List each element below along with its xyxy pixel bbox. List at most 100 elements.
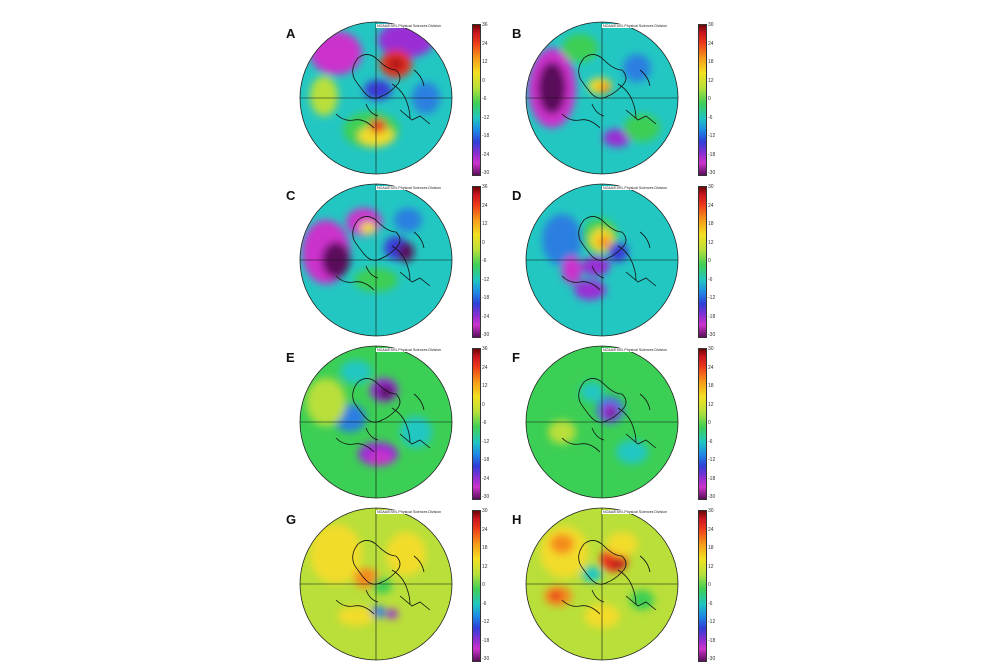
scale-tick-label: 24 (482, 364, 488, 371)
anomaly-region (368, 451, 392, 465)
anomaly-region (310, 76, 338, 116)
anomaly-region (372, 578, 392, 594)
anomaly-region (386, 609, 398, 619)
anomaly-region (606, 532, 638, 556)
scale-tick-label: 18 (708, 383, 714, 389)
scale-tick-label: 30 (708, 508, 714, 514)
credit-text: NOAA/ESRL Physical Sciences Division (376, 186, 442, 190)
anomaly-region (550, 591, 562, 601)
polar-projection-map (525, 345, 679, 499)
scale-tick-label: 30 (482, 508, 488, 514)
panel-label: E (286, 350, 295, 365)
scale-tick-label: -6 (482, 420, 487, 426)
scale-tick-label: -18 (482, 295, 490, 301)
anomaly-region (364, 80, 392, 100)
color-scale-ticks: 36 24 12 0 -6 -12 -18 -24 -30 (482, 22, 508, 176)
coastline (335, 540, 431, 615)
panel-label: F (512, 350, 520, 365)
scale-tick-label: -18 (708, 475, 716, 482)
scale-tick-label: 12 (482, 59, 488, 65)
scale-tick-label: 30 (708, 184, 714, 190)
map-border (525, 183, 679, 337)
color-scale-ticks: 36 24 12 0 -6 -12 -18 -24 -30 (482, 346, 508, 500)
anomaly-region (580, 382, 604, 402)
anomaly-region (548, 420, 576, 444)
polar-projection-map (525, 183, 679, 337)
anomaly-region (562, 34, 598, 62)
anomaly-region (623, 54, 651, 82)
scale-tick-label: -30 (708, 494, 716, 500)
map-border (525, 507, 679, 661)
scale-tick-label: -18 (708, 637, 716, 644)
scale-tick-label: 24 (482, 202, 488, 209)
scale-tick-label: -30 (482, 170, 490, 176)
anomaly-region (603, 129, 631, 147)
color-scale-ticks: 30 24 18 12 0 -6 -12 -18 -30 (708, 184, 734, 338)
scale-tick-label: 24 (482, 526, 488, 533)
scale-tick-label: -18 (708, 151, 716, 158)
color-scale-bar (698, 186, 707, 338)
map-panel-h: H NOAA/ESRL Physical Sciences Division 30 2… (510, 502, 736, 664)
scale-tick-label: 0 (708, 582, 711, 588)
anomaly-region (360, 222, 376, 234)
panel-label: A (286, 26, 296, 41)
credit-text: NOAA/ESRL Physical Sciences Division (376, 24, 442, 28)
color-scale-bar (472, 510, 481, 662)
scale-tick-label: -30 (482, 656, 490, 662)
anomaly-region (630, 590, 654, 610)
coastline (561, 216, 657, 291)
scale-tick-label: 0 (482, 77, 485, 84)
scale-tick-label: 18 (708, 221, 714, 227)
scale-tick-label: 18 (482, 545, 488, 551)
anomaly-region (624, 114, 660, 142)
scale-tick-label: 30 (708, 346, 714, 352)
anomaly-region (562, 256, 582, 284)
anomaly-region (616, 440, 648, 464)
panel-label: B (512, 26, 522, 41)
anomaly-region (340, 360, 372, 384)
scale-tick-label: -30 (708, 170, 716, 176)
polar-projection-map (525, 507, 679, 661)
coastline (335, 378, 431, 453)
scale-tick-label: 24 (482, 40, 488, 47)
color-scale-bar (698, 24, 707, 176)
color-scale-bar (698, 510, 707, 662)
anomaly-region (598, 83, 610, 93)
color-scale-ticks: 30 24 18 12 0 -6 -12 -18 -30 (482, 508, 508, 662)
scale-tick-label: -24 (482, 313, 490, 320)
color-scale-ticks: 30 24 18 12 0 -6 -12 -18 -30 (708, 346, 734, 500)
scale-tick-label: -12 (708, 133, 716, 139)
scale-tick-label: -18 (482, 457, 490, 463)
map-border (525, 21, 679, 175)
map-panel-f: F NOAA/ESRL Physical Sciences Division 30 2… (510, 340, 736, 502)
map-panel-a: A NOAA/ESRL Physical Sciences Division 36 2… (284, 16, 510, 178)
coastline (561, 378, 657, 453)
coastline (561, 54, 657, 129)
anomaly-region (394, 208, 422, 232)
color-scale-bar (472, 348, 481, 500)
scale-tick-label: -6 (482, 96, 487, 102)
scale-tick-label: -12 (708, 619, 716, 625)
scale-tick-label: -18 (482, 133, 490, 139)
map-panel-g: G NOAA/ESRL Physical Sciences Division 30 2… (284, 502, 510, 664)
scale-tick-label: 0 (708, 258, 711, 264)
scale-tick-label: -12 (482, 438, 490, 445)
credit-text: NOAA/ESRL Physical Sciences Division (602, 186, 668, 190)
scale-tick-label: -12 (482, 619, 490, 625)
scale-tick-label: 24 (708, 364, 714, 371)
anomaly-region (398, 242, 414, 262)
anomaly-region (306, 378, 346, 426)
scale-tick-label: 36 (482, 184, 488, 190)
scale-tick-label: -12 (482, 276, 490, 283)
polar-projection-map (525, 21, 679, 175)
scale-tick-label: 12 (708, 239, 714, 246)
scale-tick-label: 0 (708, 96, 711, 102)
map-border (299, 345, 453, 499)
scale-tick-label: 24 (708, 40, 714, 47)
anomaly-region (400, 416, 432, 448)
anomaly-region (598, 236, 610, 248)
polar-projection-map (299, 21, 453, 175)
coastline (335, 216, 431, 291)
scale-tick-label: 12 (482, 221, 488, 227)
anomaly-region (386, 532, 426, 576)
